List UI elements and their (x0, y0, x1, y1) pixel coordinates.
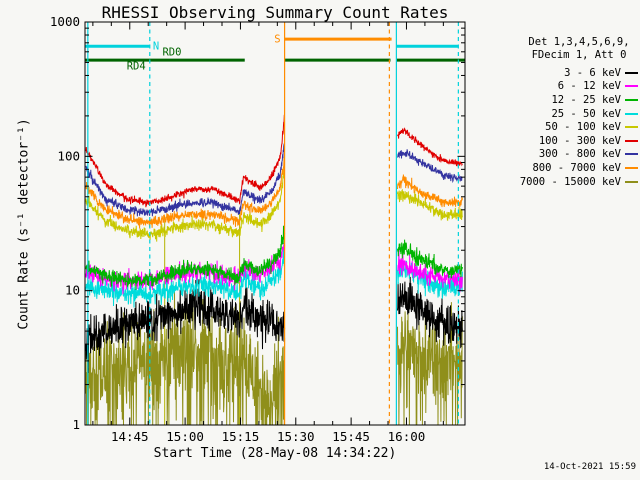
legend-line-swatch (625, 139, 638, 142)
legend-item-label: 800 - 7000 keV (532, 161, 621, 174)
series-line (397, 149, 463, 184)
creation-timestamp: 14-Oct-2021 15:59 (543, 462, 636, 472)
series-line (85, 225, 286, 290)
legend-item-label: 300 - 800 keV (538, 148, 621, 161)
legend-line-swatch (625, 85, 638, 88)
x-tick-label: 15:30 (277, 429, 315, 444)
series-line (85, 166, 286, 242)
legend-item-7: 300 - 800 keV (520, 148, 638, 162)
legend-line-swatch (625, 112, 638, 115)
tick-labels: 14:45 15:00 15:15 15:30 15:45 16:00 1 10 100 1000 (50, 14, 425, 444)
y-tick-label: 10 (65, 283, 80, 298)
axes (84, 21, 466, 426)
series-line (397, 174, 463, 208)
legend-item-label: 7000 - 15000 keV (519, 175, 621, 188)
data-series (85, 114, 463, 425)
flag-label-RD0: RD0 (162, 46, 181, 58)
legend-line-swatch (625, 166, 638, 169)
y-tick-label: 1 (72, 417, 80, 432)
legend-line-swatch (625, 180, 638, 183)
series-line (397, 188, 463, 221)
y-tick-label: 100 (57, 148, 80, 163)
legend-header-detectors: Det 1,3,4,5,6,9, (528, 36, 630, 48)
legend-line-swatch (625, 71, 638, 74)
legend-line-swatch (625, 126, 638, 129)
legend-header-decimation: FDecim 1, Att 0 (531, 49, 627, 61)
legend-line-swatch (625, 153, 638, 156)
legend-item-label: 50 - 100 keV (545, 121, 621, 134)
y-tick-label: 1000 (50, 14, 80, 29)
x-tick-label: 14:45 (111, 429, 149, 444)
series-line (85, 141, 286, 217)
legend-item-label: 12 - 25 keV (551, 93, 621, 106)
x-tick-label: 15:00 (166, 429, 204, 444)
legend-item-label: 6 - 12 keV (557, 80, 621, 93)
legend-item-8: 800 - 7000 keV (520, 161, 638, 175)
y-axis-label: Count Rate (s⁻¹ detector⁻¹) (16, 118, 32, 330)
series-line (85, 155, 286, 229)
series-line (397, 276, 463, 349)
flag-label-N: N (153, 41, 159, 53)
x-tick-label: 16:00 (388, 429, 426, 444)
flag-label-RD4: RD4 (127, 61, 146, 73)
series-line (85, 279, 286, 374)
plot-title: RHESSI Observing Summary Count Rates (101, 3, 449, 22)
legend-item-label: 100 - 300 keV (538, 134, 621, 147)
series-line (85, 279, 286, 425)
event-guide-lines (87, 22, 459, 425)
legend-item-6: 100 - 300 keV (520, 134, 638, 148)
x-tick-label: 15:45 (332, 429, 370, 444)
legend-item-9: 7000 - 15000 keV (520, 175, 638, 189)
series-line (85, 114, 286, 208)
legend-items: 3 - 6 keV 6 - 12 keV 12 - 25 keV 25 - 50 ke… (520, 66, 638, 188)
x-tick-label: 15:15 (222, 429, 260, 444)
legend: Det 1,3,4,5,6,9, FDecim 1, Att 0 3 - 6 k… (520, 36, 638, 188)
x-axis-label: Start Time (28-May-08 14:34:22) (153, 446, 397, 461)
flag-label-S: S (274, 34, 280, 46)
legend-item-label: 25 - 50 keV (551, 107, 621, 120)
legend-item-5: 50 - 100 keV (520, 120, 638, 134)
series-line (397, 127, 463, 167)
legend-item-1: 3 - 6 keV (520, 66, 638, 80)
legend-item-4: 25 - 50 keV (520, 107, 638, 121)
legend-item-3: 12 - 25 keV (520, 93, 638, 107)
legend-item-label: 3 - 6 keV (564, 66, 621, 79)
legend-item-2: 6 - 12 keV (520, 80, 638, 94)
flag-bars: N S RD0 RD4 (85, 34, 465, 73)
series-line (397, 239, 463, 279)
legend-line-swatch (625, 98, 638, 101)
